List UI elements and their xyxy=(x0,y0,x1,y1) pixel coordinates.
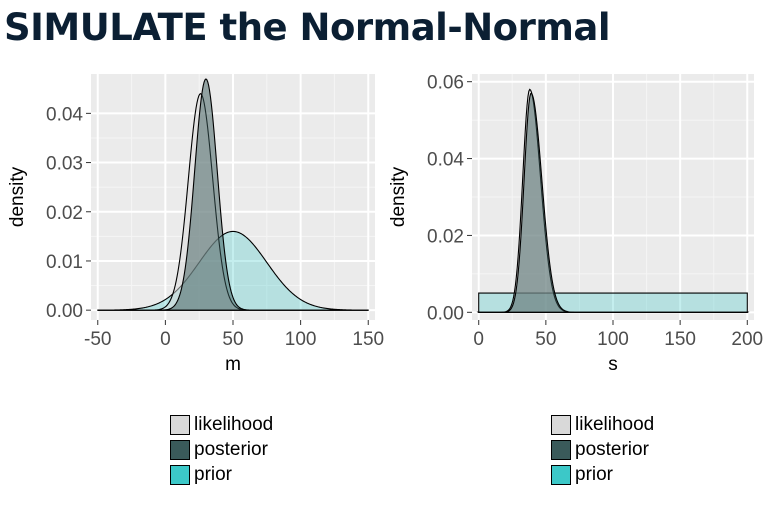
legend-label-posterior: posterior xyxy=(575,438,649,460)
x-tick-label: 0 xyxy=(473,329,484,350)
x-axis-title: m xyxy=(225,354,241,375)
legend-s-chart: likelihood posterior prior xyxy=(551,412,654,487)
legend-label-posterior: posterior xyxy=(194,438,268,460)
y-axis-title: density xyxy=(388,166,409,227)
legend-swatch-prior xyxy=(170,464,190,485)
legend-swatch-posterior xyxy=(170,439,190,460)
x-tick-label: -50 xyxy=(84,329,111,350)
x-tick-label: 100 xyxy=(597,329,629,350)
legend-swatch-likelihood xyxy=(170,414,190,435)
x-tick-label: 150 xyxy=(664,329,696,350)
x-axis-title: s xyxy=(608,354,618,375)
chart-s-density: 0 50 100 150 200 0.00 0.02 0.04 0.06 s density xyxy=(388,73,763,375)
legend-item-prior: prior xyxy=(551,462,654,487)
y-tick-label: 0.02 xyxy=(427,226,464,247)
legend-swatch-likelihood xyxy=(551,414,571,435)
y-axis-title: density xyxy=(7,166,28,227)
y-tick-label: 0.01 xyxy=(46,252,83,273)
x-tick-label: 0 xyxy=(160,329,171,350)
y-tick-label: 0.03 xyxy=(46,154,83,175)
x-tick-label: 50 xyxy=(222,329,243,350)
y-tick-label: 0.04 xyxy=(427,150,464,171)
y-tick-label: 0.00 xyxy=(46,301,83,322)
legend-label-likelihood: likelihood xyxy=(194,413,274,435)
density-area-prior xyxy=(97,230,369,311)
legend-item-likelihood: likelihood xyxy=(170,412,273,437)
y-tick-label: 0.04 xyxy=(46,104,83,125)
x-tick-label: 150 xyxy=(352,329,384,350)
legend-item-likelihood: likelihood xyxy=(551,412,654,437)
legend-swatch-posterior xyxy=(551,439,571,460)
legend-item-posterior: posterior xyxy=(170,437,273,462)
legend-label-likelihood: likelihood xyxy=(575,413,655,435)
x-tick-label: 100 xyxy=(285,329,317,350)
chart-m-density: -50 0 50 100 150 0.00 0.01 0.02 0.03 0.04 m density xyxy=(7,74,384,375)
legend-swatch-prior xyxy=(551,464,571,485)
page-title: SIMULATE the Normal-Normal xyxy=(4,6,611,49)
x-tick-label: 200 xyxy=(731,329,763,350)
legend-m-chart: likelihood posterior prior xyxy=(170,412,273,487)
legend-label-prior: prior xyxy=(575,463,614,485)
density-area-posterior xyxy=(97,78,369,311)
y-tick-label: 0.02 xyxy=(46,203,83,224)
density-area-posterior xyxy=(477,92,749,313)
y-tick-label: 0.00 xyxy=(427,303,464,324)
y-tick-label: 0.06 xyxy=(427,73,464,94)
legend-item-prior: prior xyxy=(170,462,273,487)
legend-label-prior: prior xyxy=(194,463,233,485)
legend-item-posterior: posterior xyxy=(551,437,654,462)
x-tick-label: 50 xyxy=(535,329,556,350)
